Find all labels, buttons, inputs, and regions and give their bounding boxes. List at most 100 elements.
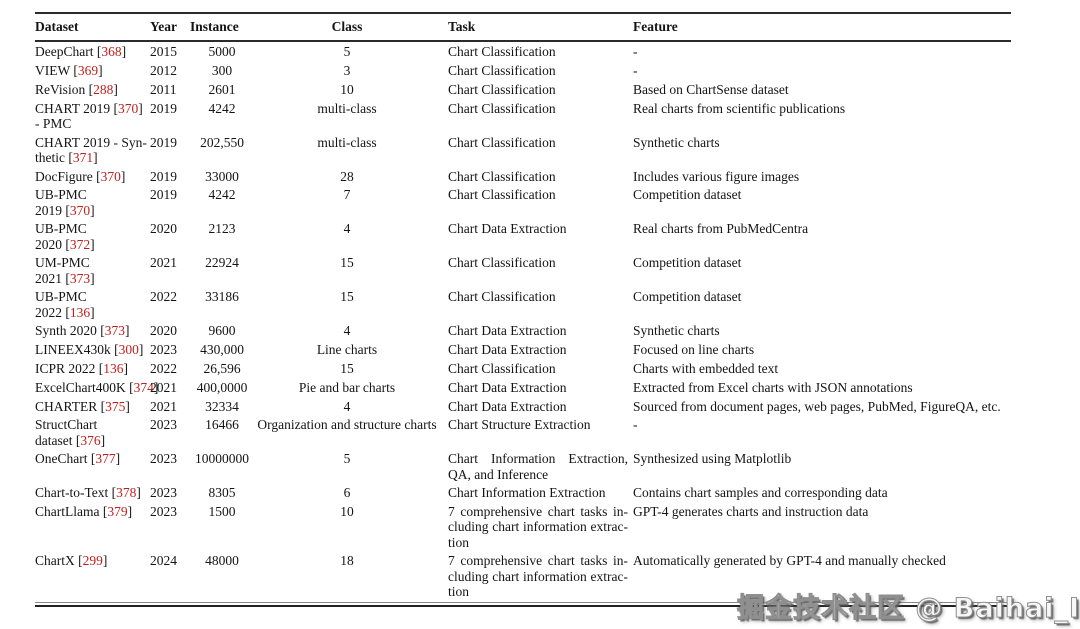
task-text-line: Chart Information Extraction, — [448, 451, 628, 467]
datasets-table: Dataset Year Instance Class Task Feature Deep… — [35, 12, 1011, 601]
citation-reference[interactable]: 300 — [118, 342, 139, 358]
cell-dataset: ChartX [299] — [35, 551, 150, 600]
cell-task: Chart Data Extraction — [440, 397, 628, 416]
task-text-line: Chart Classification — [448, 100, 556, 116]
citation-reference[interactable]: 376 — [80, 432, 101, 448]
cell-feature: GPT-4 generates charts and instruction d… — [633, 504, 869, 520]
column-header-feature: Feature — [628, 13, 1011, 43]
cell-class: Line charts — [316, 342, 378, 358]
dataset-name-text: ] — [115, 451, 121, 467]
task-text-line: Chart Classification — [448, 81, 556, 97]
citation-reference[interactable]: 378 — [116, 485, 137, 501]
cell-year: 2022 — [150, 289, 177, 305]
cell-task: Chart Classification — [440, 80, 628, 99]
task-text-line: Chart Classification — [448, 187, 556, 203]
cell-class: 15 — [340, 360, 354, 376]
task-text-line: Chart Data Extraction — [448, 221, 567, 237]
dataset-name-text: ] — [98, 63, 103, 78]
citation-reference[interactable]: 299 — [82, 553, 103, 569]
citation-reference[interactable]: 372 — [69, 236, 91, 252]
dataset-name-line: 2020 [372] — [35, 237, 150, 252]
cell-task: Chart Classification — [440, 99, 628, 133]
cell-year: 2023 — [150, 342, 177, 358]
cell-instance: 16466 — [205, 417, 239, 433]
citation-reference[interactable]: 373 — [69, 270, 91, 286]
citation-reference[interactable]: 370 — [69, 202, 91, 218]
citation-reference[interactable]: 369 — [77, 63, 99, 78]
table-row: UB-PMC 2020 [372] 2020 2123 4 Chart Data Extr… — [35, 219, 1011, 253]
cell-instance: 33186 — [205, 289, 239, 305]
table-row: DeepChart [368] 2015 5000 5 Chart Classifica… — [35, 41, 1011, 61]
cell-dataset: Chart-to-Text [378] — [35, 483, 150, 502]
dataset-name-text: ] — [93, 149, 98, 165]
dataset-name-line: LINEEX430k [300] — [35, 342, 150, 357]
cell-instance: 202,550 — [200, 134, 244, 150]
cell-year: 2015 — [150, 44, 177, 60]
dataset-name-text: 2021 [ — [35, 270, 70, 286]
dataset-name-text: Synth 2020 [ — [35, 323, 105, 339]
citation-reference[interactable]: 375 — [105, 398, 126, 414]
citation-reference[interactable]: 368 — [101, 44, 122, 60]
cell-dataset: UB-PMC 2022 [136] — [35, 287, 150, 321]
cell-dataset: UB-PMC 2020 [372] — [35, 219, 150, 253]
cell-dataset: DocFigure [370] — [35, 167, 150, 186]
dataset-name-text: 2019 [ — [35, 202, 70, 218]
table-row: CHART 2019 - Syn-thetic [371] 2019 202,550… — [35, 133, 1011, 167]
task-text-line: Chart Data Extraction — [448, 398, 567, 414]
dataset-name-text: ] — [123, 360, 129, 376]
dataset-name-line: UB-PMC — [35, 187, 150, 202]
cell-task: Chart Data Extraction — [440, 219, 628, 253]
cell-feature: Sourced from document pages, web pages, … — [633, 398, 1001, 414]
dataset-name-line: DocFigure [370] — [35, 169, 150, 184]
citation-reference[interactable]: 136 — [103, 360, 124, 376]
column-header-class: Class — [254, 13, 440, 43]
citation-reference[interactable]: 288 — [93, 81, 114, 97]
cell-class: 6 — [343, 485, 351, 501]
table-row: ReVision [288] 2011 2601 10 Chart Classifica… — [35, 80, 1011, 99]
cell-task: Chart Classification — [440, 359, 628, 378]
dataset-name-text: ] — [138, 342, 144, 358]
dataset-name-line: Chart-to-Text [378] — [35, 485, 150, 500]
task-text-line: cluding chart information extrac- — [448, 568, 628, 584]
task-text-line: Chart Classification — [448, 255, 556, 271]
task-text-line: 7 comprehensive chart tasks in- — [448, 553, 628, 569]
cell-class: 10 — [340, 81, 354, 97]
cell-class: 28 — [340, 168, 354, 184]
datasets-table-container: Dataset Year Instance Class Task Feature Deep… — [35, 12, 1011, 607]
citation-reference[interactable]: 370 — [100, 168, 121, 184]
cell-class: 4 — [343, 323, 351, 339]
cell-instance: 9600 — [208, 323, 236, 339]
dataset-name-text: DeepChart [ — [35, 44, 102, 60]
citation-reference[interactable]: 379 — [107, 504, 128, 520]
cell-feature: Based on ChartSense dataset — [633, 81, 789, 97]
citation-reference[interactable]: 371 — [72, 149, 94, 165]
cell-dataset: CHART 2019 - Syn-thetic [371] — [35, 133, 150, 167]
citation-reference[interactable]: 374 — [133, 379, 154, 395]
table-header-row: Dataset Year Instance Class Task Feature — [35, 13, 1011, 43]
cell-instance: 32334 — [205, 398, 239, 414]
dataset-name-text: StructChart — [35, 417, 98, 433]
cell-year: 2011 — [150, 81, 177, 97]
dataset-name-text: VIEW [ — [35, 63, 78, 78]
cell-class: Organization and structure charts — [257, 417, 437, 433]
cell-task: Chart Classification — [440, 167, 628, 186]
cell-dataset: Synth 2020 [373] — [35, 321, 150, 340]
cell-class: 10 — [340, 504, 354, 520]
cell-task: Chart Classification — [440, 133, 628, 167]
cell-dataset: UM-PMC 2021 [373] — [35, 253, 150, 287]
cell-instance: 10000000 — [195, 451, 249, 467]
dataset-name-text: - PMC — [35, 115, 72, 131]
dataset-name-text: ] — [125, 323, 130, 339]
dataset-name-line: CHARTER [375] — [35, 399, 150, 414]
cell-task: Chart Data Extraction — [440, 340, 628, 359]
dataset-name-text: CHART 2019 [ — [35, 100, 118, 116]
citation-reference[interactable]: 373 — [104, 323, 126, 339]
citation-reference[interactable]: 136 — [69, 304, 91, 320]
cell-dataset: ExcelChart400K [374] — [35, 378, 158, 397]
dataset-name-line: - PMC — [35, 116, 150, 131]
cell-feature: Focused on line charts — [633, 342, 755, 358]
cell-year: 2019 — [150, 187, 177, 203]
citation-reference[interactable]: 377 — [95, 451, 116, 467]
citation-reference[interactable]: 370 — [117, 100, 139, 116]
table-row: ICPR 2022 [136] 2022 26,596 15 Chart Classif… — [35, 359, 1011, 378]
